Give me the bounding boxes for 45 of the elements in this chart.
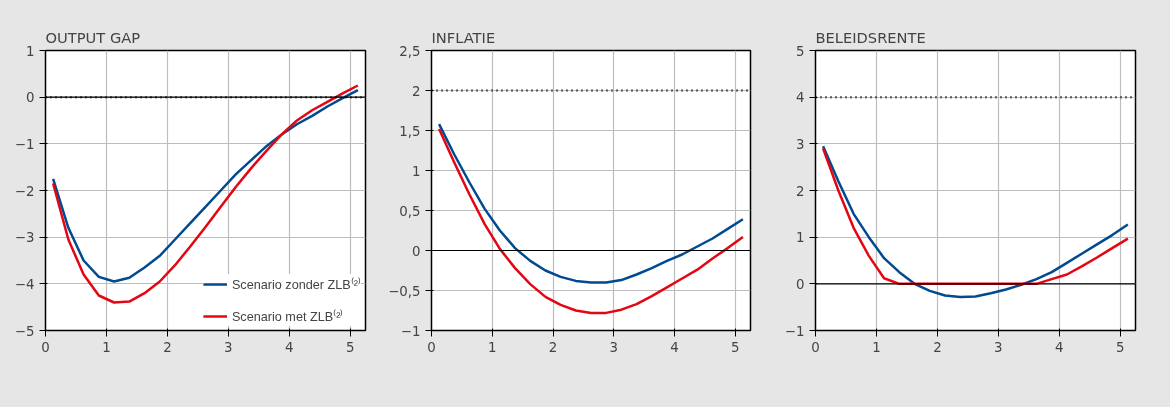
x-tick-label: 0 [41,339,50,355]
y-tick-label: 3 [796,136,805,152]
x-tick-label: 1 [488,339,497,355]
y-tick-label: 5 [796,43,805,59]
x-tick-label: 5 [1116,339,1125,355]
x-tick-label: 0 [427,339,436,355]
y-tick-label: 0,5 [399,203,421,219]
y-tick-label: 1 [26,43,35,59]
y-tick-label: 1 [412,163,421,179]
chart-title: INFLATIE [431,28,496,46]
y-tick-label: −1 [784,323,805,339]
x-tick-label: 4 [285,339,294,355]
y-tick-label: −1 [400,323,421,339]
legend-label: Scenario met ZLB⁽²⁾ [231,308,344,325]
legend-label: Scenario zonder ZLB⁽²⁾ [231,276,361,293]
y-tick-label: 4 [796,90,805,106]
x-tick-label: 3 [994,339,1003,355]
chart-title: OUTPUT GAP [45,28,141,46]
y-tick-label: 2 [412,83,421,99]
y-tick-label: −2 [14,183,35,199]
x-tick-label: 2 [933,339,942,355]
y-tick-label: 2 [796,183,805,199]
y-tick-label: −1 [14,136,35,152]
y-tick-label: 1,5 [399,123,421,139]
y-tick-label: −5 [14,323,35,339]
y-tick-label: −4 [14,276,35,292]
y-tick-label: −0,5 [388,283,421,299]
chart-title: BELEIDSRENTE [815,28,926,46]
y-tick-label: −3 [14,230,35,246]
x-tick-label: 0 [811,339,820,355]
x-tick-label: 1 [102,339,111,355]
x-tick-label: 4 [670,339,679,355]
x-tick-label: 5 [731,339,740,355]
y-tick-label: 0 [796,276,805,292]
x-tick-label: 1 [872,339,881,355]
y-tick-label: 1 [796,230,805,246]
y-tick-label: 2,5 [399,43,421,59]
x-tick-label: 3 [609,339,619,355]
x-tick-label: 4 [1055,339,1064,355]
y-tick-label: 0 [26,90,35,106]
y-tick-label: 0 [412,243,421,259]
x-tick-label: 2 [163,339,172,355]
x-tick-label: 5 [346,339,355,355]
x-tick-label: 2 [548,339,558,355]
x-tick-label: 3 [224,339,233,355]
